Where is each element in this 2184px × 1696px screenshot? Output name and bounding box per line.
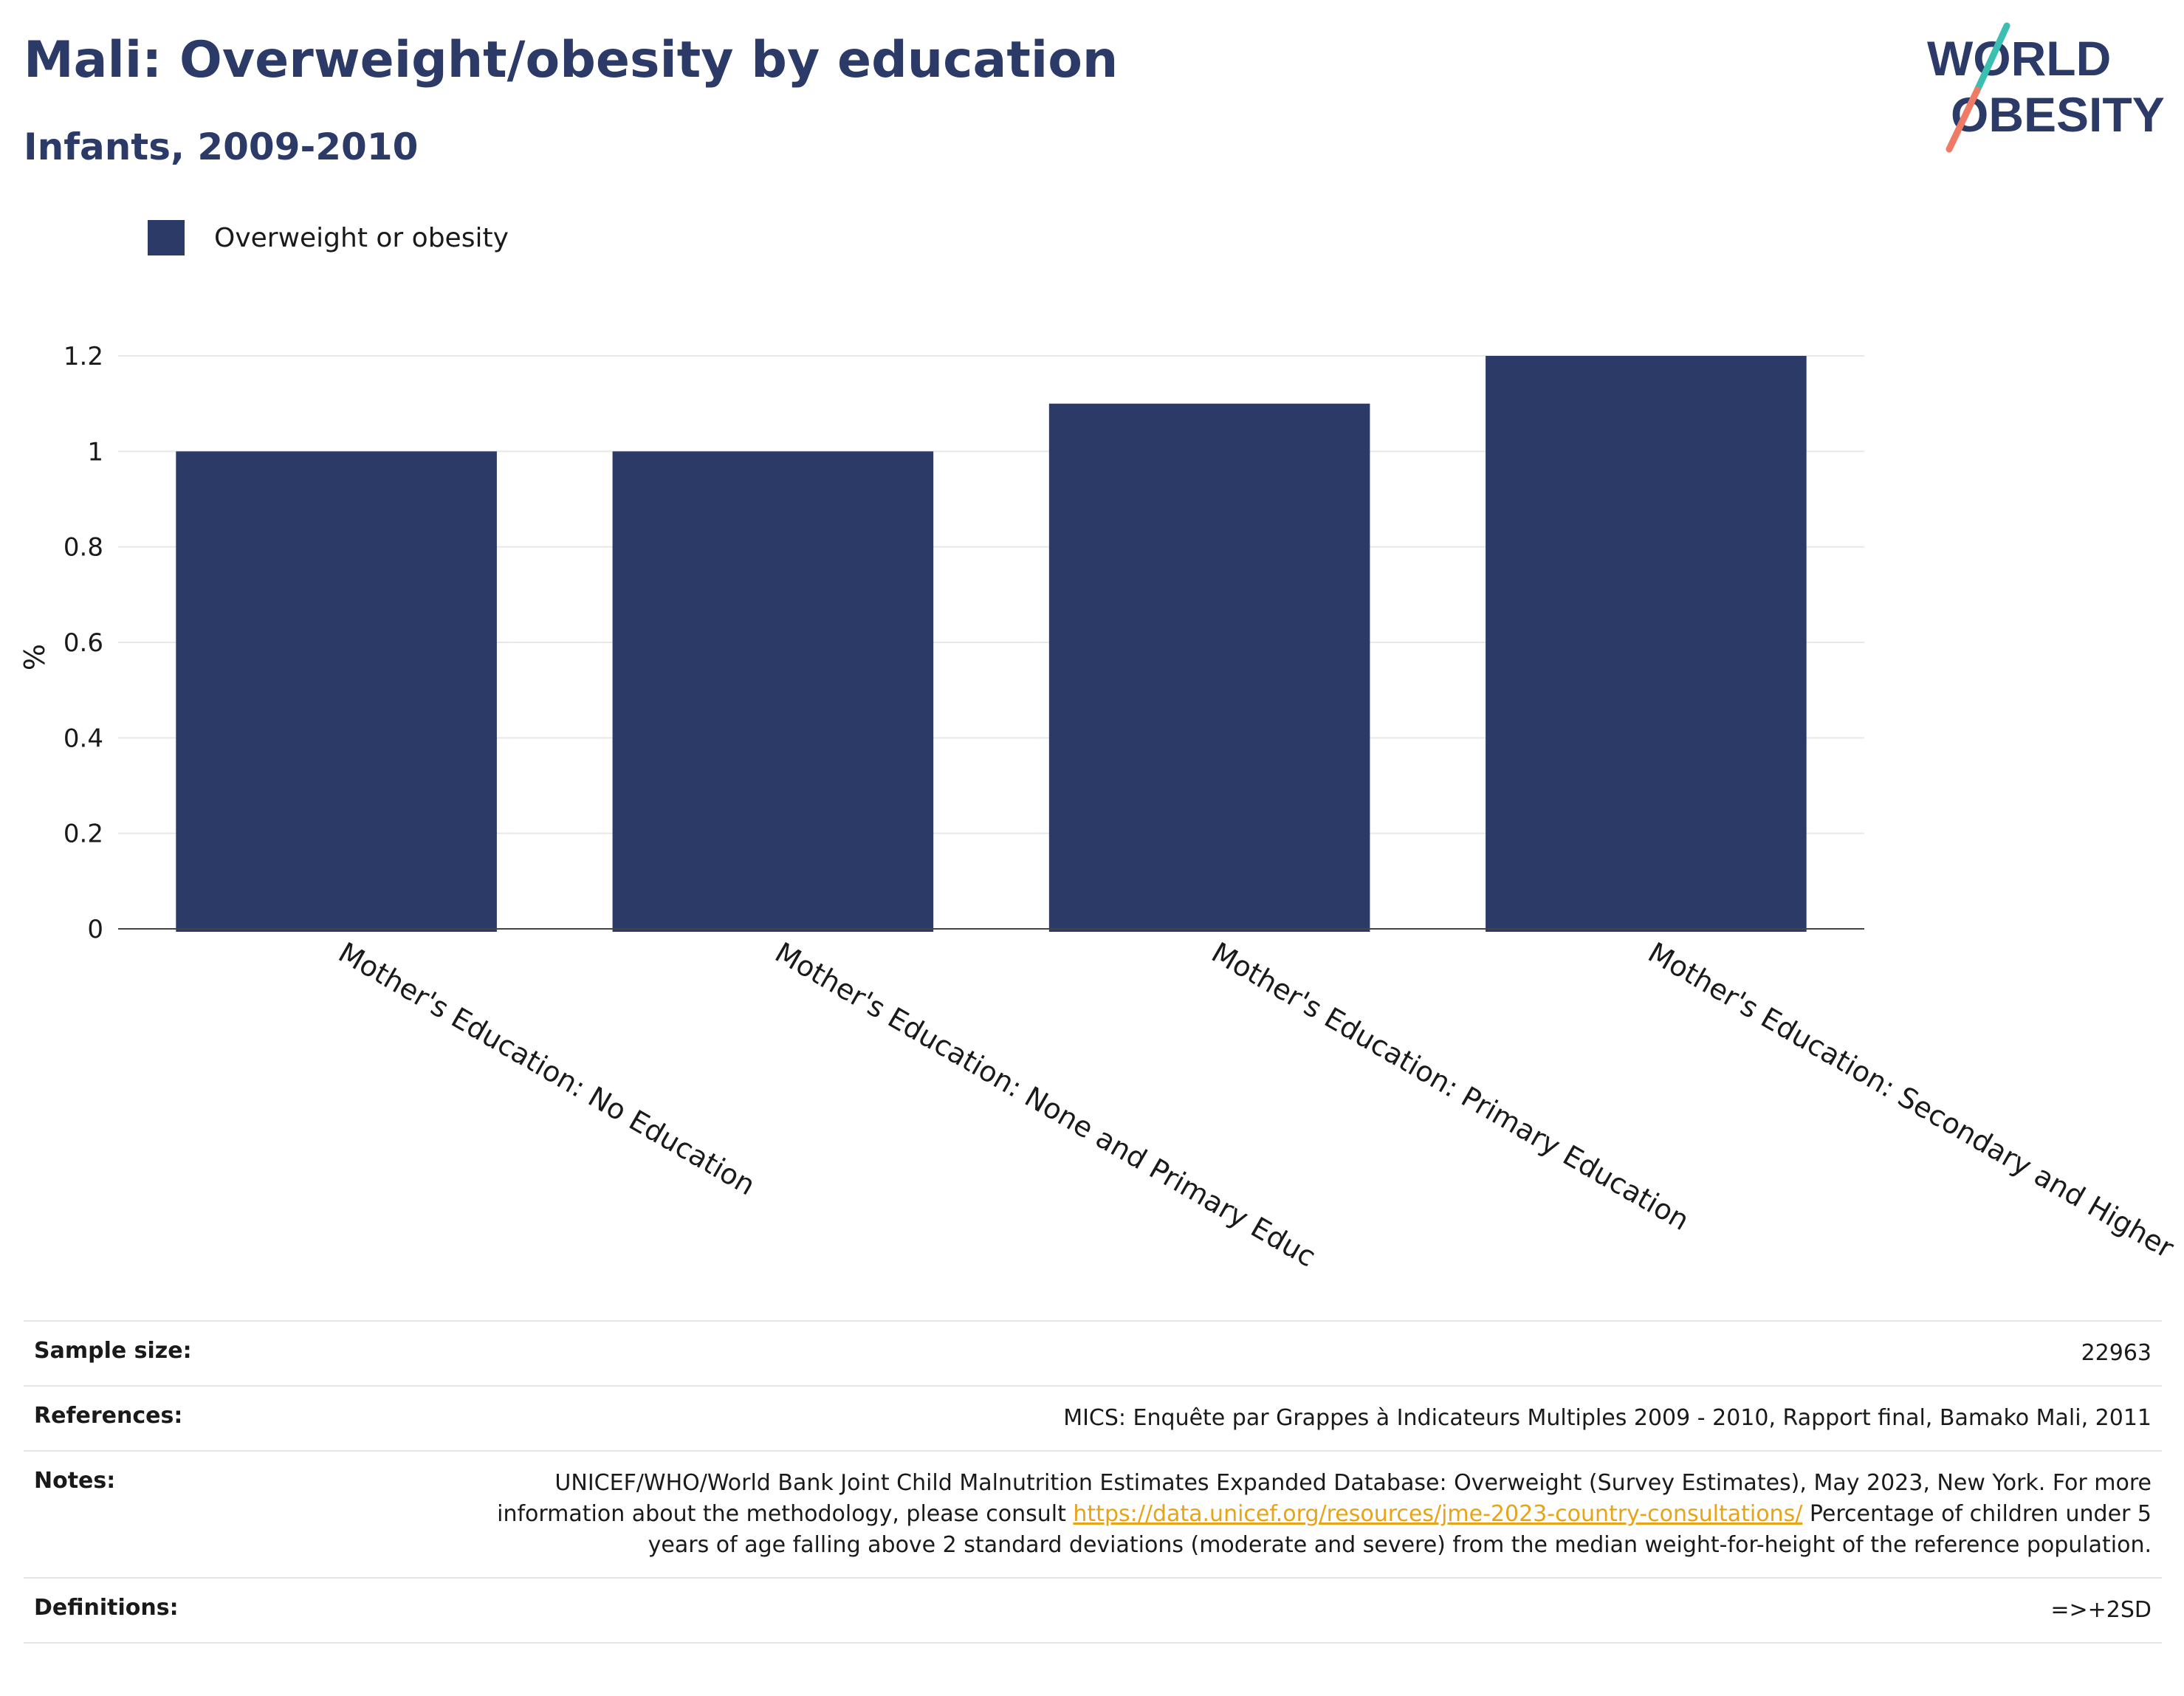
world-obesity-logo: WORLD OBESITY bbox=[1927, 22, 2165, 153]
y-tick-label: 1.2 bbox=[63, 342, 103, 371]
info-table: Sample size: 22963 References: MICS: Enq… bbox=[24, 1320, 2162, 1644]
definitions-value: =>+2SD bbox=[2050, 1597, 2152, 1623]
legend-swatch bbox=[148, 220, 185, 255]
y-tick-label: 0 bbox=[87, 915, 103, 944]
info-row-notes: Notes: UNICEF/WHO/World Bank Joint Child… bbox=[24, 1450, 2162, 1577]
y-axis-title: % bbox=[18, 644, 51, 670]
bar bbox=[1048, 403, 1370, 932]
logo-text-obesity: OBESITY bbox=[1951, 87, 2165, 142]
bar bbox=[612, 451, 934, 932]
chart-legend[interactable]: Overweight or obesity bbox=[148, 219, 509, 257]
notes-text-after: Percentage of children under 5 years of … bbox=[648, 1501, 2152, 1558]
bar bbox=[1486, 356, 1807, 932]
y-tick-label: 0.8 bbox=[63, 533, 103, 563]
info-row-references: References: MICS: Enquête par Grappes à … bbox=[24, 1385, 2162, 1450]
notes-label: Notes: bbox=[34, 1468, 116, 1494]
definitions-label: Definitions: bbox=[34, 1595, 179, 1621]
references-value: MICS: Enquête par Grappes à Indicateurs … bbox=[1063, 1405, 2152, 1431]
y-tick-label: 1 bbox=[87, 437, 103, 467]
info-row-sample-size: Sample size: 22963 bbox=[24, 1320, 2162, 1385]
x-tick-label: Mother's Education: Primary Education bbox=[1206, 936, 1695, 1237]
sample-size-value: 22963 bbox=[2081, 1340, 2152, 1366]
chart-title: Mali: Overweight/obesity by education bbox=[24, 31, 1119, 89]
logo-text-world: WORLD bbox=[1927, 31, 2111, 86]
sample-size-label: Sample size: bbox=[34, 1338, 192, 1364]
chart-subtitle: Infants, 2009-2010 bbox=[24, 126, 419, 168]
legend-label: Overweight or obesity bbox=[214, 222, 509, 253]
x-tick-label: Mother's Education: None and Primary Edu… bbox=[769, 936, 1321, 1274]
bar-chart: 0 0.2 0.4 0.6 0.8 1 1.2% Mother's Education: No… bbox=[18, 342, 2180, 1274]
notes-link[interactable]: https://data.unicef.org/resources/jme-20… bbox=[1073, 1501, 1803, 1527]
logo-slash-coral bbox=[1946, 86, 1981, 153]
references-label: References: bbox=[34, 1403, 183, 1429]
logo-slash-teal bbox=[1974, 22, 2010, 94]
y-tick-label: 0.2 bbox=[63, 820, 103, 849]
info-row-definitions: Definitions: =>+2SD bbox=[24, 1577, 2162, 1644]
y-tick-label: 0.6 bbox=[63, 628, 103, 658]
y-tick-label: 0.4 bbox=[63, 724, 103, 753]
bar bbox=[176, 451, 497, 932]
x-tick-label: Mother's Education: No Education bbox=[333, 936, 760, 1202]
notes-value: UNICEF/WHO/World Bank Joint Child Malnut… bbox=[453, 1468, 2152, 1561]
notes-text-before: UNICEF/WHO/World Bank Joint Child Malnut… bbox=[497, 1470, 2152, 1527]
x-tick-label: Mother's Education: Secondary and Higher bbox=[1643, 936, 2180, 1265]
